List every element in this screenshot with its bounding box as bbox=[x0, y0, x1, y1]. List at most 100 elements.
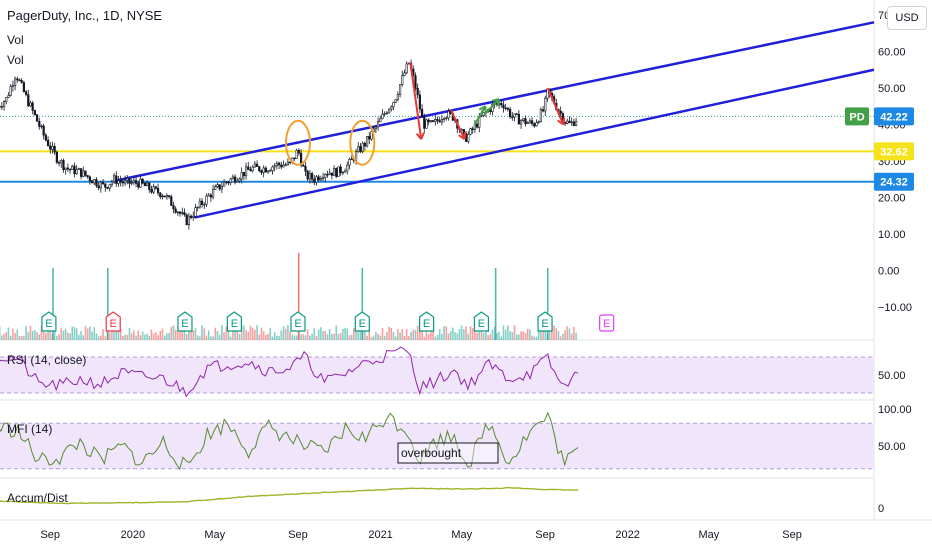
candle-body bbox=[221, 186, 223, 189]
candle-body bbox=[399, 85, 401, 95]
volume-bar bbox=[263, 331, 265, 340]
candle-body bbox=[364, 143, 366, 146]
volume-bar bbox=[349, 335, 351, 340]
candle-body bbox=[536, 123, 538, 126]
candle-body bbox=[78, 168, 80, 169]
volume-bar bbox=[269, 328, 271, 340]
earnings-badge: E bbox=[600, 315, 614, 331]
volume-bar bbox=[379, 336, 381, 340]
candle-body bbox=[342, 172, 344, 173]
volume-bar bbox=[80, 331, 82, 340]
volume-bar bbox=[148, 336, 150, 340]
earnings-badge: E bbox=[538, 312, 552, 331]
candle-body bbox=[195, 208, 197, 217]
volume-bar bbox=[285, 329, 287, 340]
volume-bar bbox=[404, 336, 406, 340]
volume-bar bbox=[553, 325, 555, 340]
volume-bar bbox=[351, 335, 353, 340]
volume-bar bbox=[463, 329, 465, 340]
volume-bar bbox=[498, 332, 500, 340]
volume-bar bbox=[421, 331, 423, 340]
candle-body bbox=[14, 79, 16, 86]
candle-body bbox=[43, 126, 45, 135]
volume-bar bbox=[272, 337, 274, 340]
candle-body bbox=[322, 178, 324, 179]
volume-bar bbox=[419, 330, 421, 340]
volume-bar bbox=[500, 337, 502, 340]
earnings-badge: E bbox=[106, 312, 120, 331]
candle-body bbox=[109, 185, 111, 189]
candle-body bbox=[283, 165, 285, 167]
candle-body bbox=[67, 168, 69, 169]
volume-bar bbox=[261, 328, 263, 340]
candle-body bbox=[569, 121, 571, 123]
candle-body bbox=[27, 95, 29, 106]
candle-body bbox=[217, 185, 219, 187]
earnings-badge-letter: E bbox=[359, 318, 366, 330]
volume-bar bbox=[195, 328, 197, 340]
candle-body bbox=[430, 121, 432, 122]
candle-body bbox=[351, 159, 353, 160]
volume-bar bbox=[311, 334, 313, 340]
volume-bar bbox=[522, 331, 524, 340]
currency-button[interactable]: USD bbox=[887, 6, 927, 30]
earnings-badge: E bbox=[227, 312, 241, 331]
candle-body bbox=[25, 92, 27, 95]
volume-bar bbox=[327, 334, 329, 340]
candle-body bbox=[278, 163, 280, 165]
candle-body bbox=[467, 134, 469, 141]
volume-bar bbox=[434, 337, 436, 340]
candle-body bbox=[3, 102, 5, 107]
candle-body bbox=[148, 183, 150, 190]
candle-body bbox=[269, 170, 271, 171]
candle-body bbox=[533, 124, 535, 126]
candle-body bbox=[146, 183, 148, 186]
candle-body bbox=[201, 201, 203, 205]
candle-body bbox=[344, 171, 346, 172]
candle-body bbox=[316, 177, 318, 183]
candle-body bbox=[327, 174, 329, 175]
volume-bar bbox=[67, 333, 69, 340]
candle-body bbox=[250, 170, 252, 171]
candle-body bbox=[49, 146, 51, 149]
candle-body bbox=[470, 129, 472, 135]
volume-bar bbox=[452, 328, 454, 340]
volume-bar bbox=[566, 326, 568, 340]
candle-body bbox=[377, 122, 379, 127]
volume-bar bbox=[247, 332, 249, 340]
volume-bar bbox=[69, 333, 71, 340]
candle-body bbox=[309, 174, 311, 180]
volume-bar bbox=[324, 331, 326, 340]
volume-bar bbox=[126, 335, 128, 340]
candle-body bbox=[538, 122, 540, 123]
volume-bar bbox=[258, 335, 260, 340]
volume-bar bbox=[151, 330, 153, 340]
candle-body bbox=[168, 196, 170, 197]
volume-bar bbox=[19, 336, 21, 340]
candle-body bbox=[175, 209, 177, 212]
volume-bar bbox=[239, 334, 241, 340]
volume-bar bbox=[448, 334, 450, 340]
volume-bar bbox=[489, 334, 491, 340]
candle-body bbox=[441, 119, 443, 122]
candle-body bbox=[16, 79, 18, 80]
volume-bar bbox=[10, 336, 12, 340]
volume-bar bbox=[287, 325, 289, 340]
price-badge-text: 32.62 bbox=[880, 146, 908, 158]
candle-body bbox=[340, 167, 342, 173]
volume-bar bbox=[531, 336, 533, 340]
earnings-badge: E bbox=[474, 312, 488, 331]
candle-body bbox=[503, 105, 505, 108]
candle-body bbox=[41, 126, 43, 127]
candle-body bbox=[382, 114, 384, 119]
volume-bar bbox=[305, 335, 307, 340]
candle-body bbox=[32, 103, 34, 110]
candle-body bbox=[542, 110, 544, 111]
candle-body bbox=[102, 182, 104, 183]
candle-body bbox=[159, 193, 161, 197]
candle-body bbox=[230, 179, 232, 183]
candle-body bbox=[170, 197, 172, 206]
